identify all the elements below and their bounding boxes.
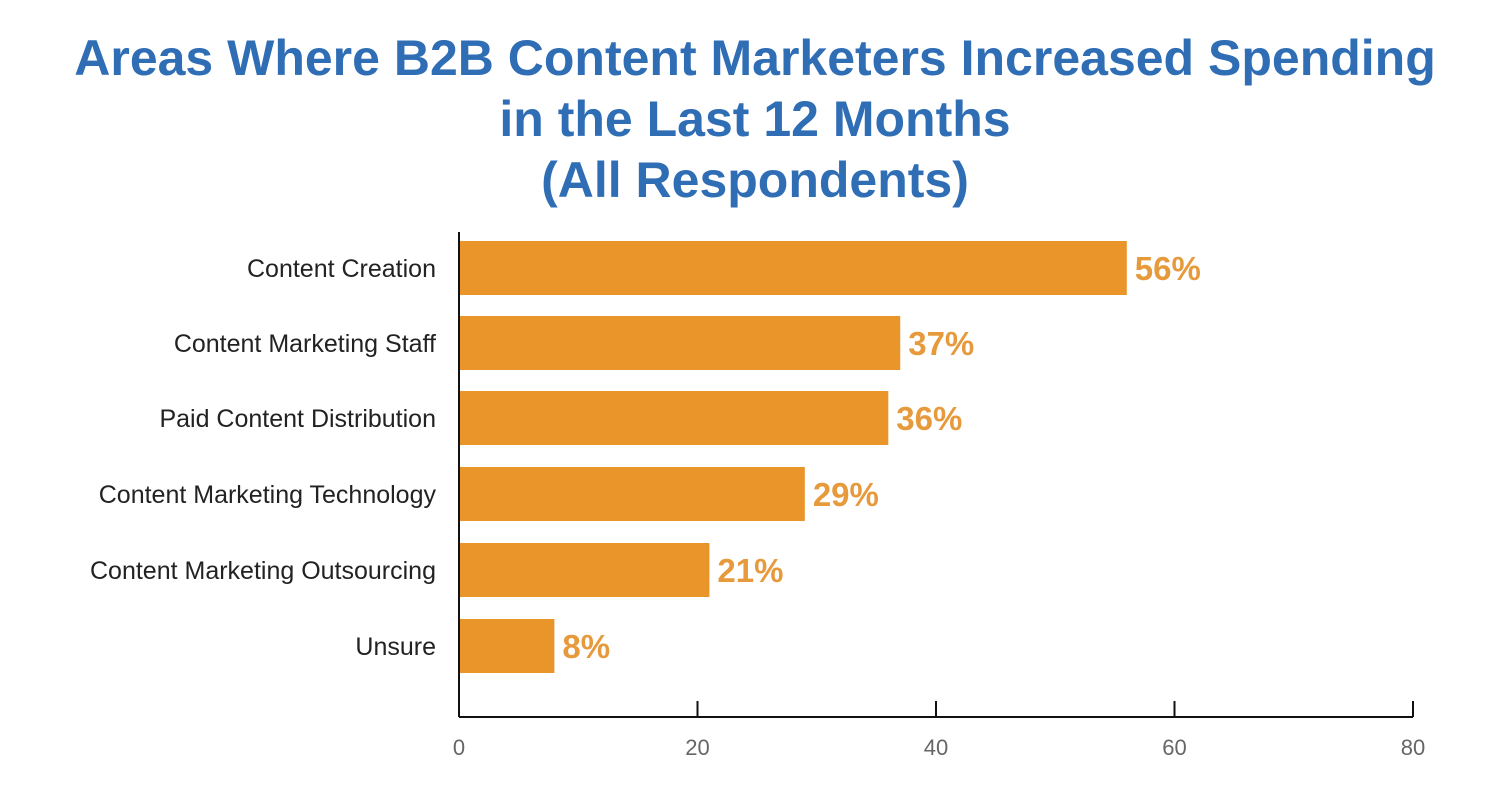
category-label: Content Marketing Staff (174, 330, 436, 358)
title-line-1: Areas Where B2B Content Marketers Increa… (74, 30, 1436, 86)
category-label: Content Marketing Technology (99, 481, 437, 509)
data-label: 29% (813, 476, 879, 513)
data-label: 8% (562, 628, 610, 665)
category-label: Paid Content Distribution (159, 405, 436, 433)
x-tick-label: 80 (1401, 735, 1425, 760)
category-label: Content Marketing Outsourcing (90, 557, 436, 585)
x-tick-label: 60 (1162, 735, 1186, 760)
chart-title: Areas Where B2B Content Marketers Increa… (0, 28, 1491, 211)
data-label: 56% (1135, 250, 1201, 287)
bar (459, 543, 710, 597)
bar (459, 391, 889, 445)
data-label: 21% (717, 552, 783, 589)
x-tick-label: 40 (924, 735, 948, 760)
x-tick-label: 20 (685, 735, 709, 760)
x-tick-label: 0 (453, 735, 465, 760)
title-line-2: in the Last 12 Months (499, 91, 1011, 147)
bar (459, 467, 805, 521)
bar (459, 241, 1127, 295)
bar (459, 619, 555, 673)
title-line-3: (All Respondents) (541, 152, 969, 208)
bar (459, 316, 901, 370)
category-label: Content Creation (247, 255, 436, 283)
category-label: Unsure (355, 633, 436, 661)
data-label: 36% (896, 400, 962, 437)
data-label: 37% (908, 325, 974, 362)
